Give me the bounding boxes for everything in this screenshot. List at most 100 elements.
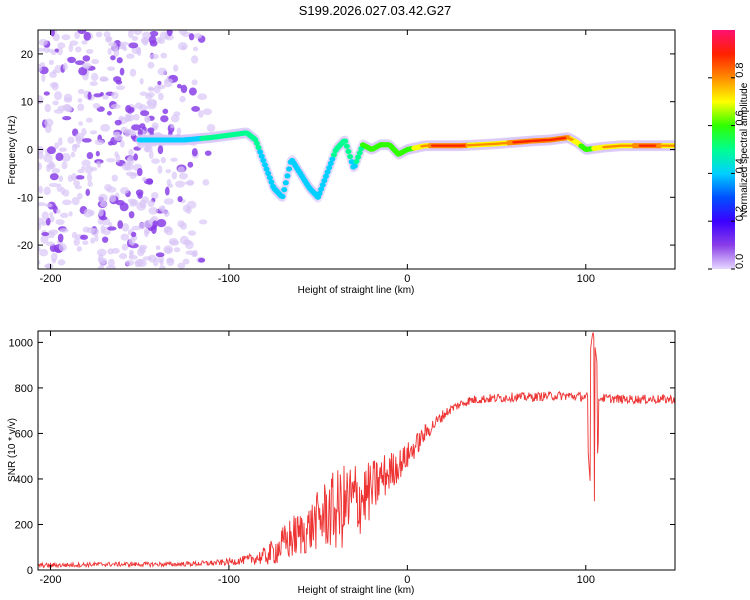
noise-speck	[133, 113, 140, 121]
noise-speck	[151, 158, 161, 164]
colorbar-tick-label: 0.4	[734, 158, 746, 173]
noise-speck	[59, 228, 69, 233]
ridge-cell	[260, 157, 267, 164]
noise-speck	[62, 116, 72, 121]
noise-speck	[115, 85, 126, 91]
ridge-cell	[253, 140, 260, 146]
noise-speck	[163, 229, 168, 234]
noise-speck	[144, 229, 149, 238]
noise-speck	[38, 162, 43, 171]
noise-speck	[51, 82, 59, 91]
chart-title: S199.2026.027.03.42.G27	[299, 3, 452, 18]
y-tick-label: 20	[21, 49, 33, 61]
noise-speck	[163, 198, 174, 205]
ridge-cell	[266, 175, 273, 181]
ridge-cell	[281, 187, 288, 193]
noise-speck	[163, 210, 170, 217]
noise-speck	[159, 265, 166, 269]
y-tick-label: 0	[27, 565, 33, 577]
noise-speck	[177, 220, 185, 228]
ridge-cell	[355, 154, 362, 160]
noise-speck	[149, 40, 158, 47]
noise-speck	[52, 100, 59, 106]
ridge-cell	[319, 182, 326, 188]
x-tick-label: 0	[404, 273, 410, 285]
noise-speck	[38, 202, 46, 207]
noise-speck	[180, 84, 188, 94]
noise-speck	[58, 137, 63, 146]
noise-speck	[119, 41, 129, 46]
noise-speck	[38, 38, 48, 46]
noise-speck	[48, 59, 55, 65]
noise-speck	[171, 171, 177, 180]
noise-speck	[77, 192, 83, 200]
noise-speck	[135, 189, 144, 197]
noise-speck	[60, 186, 65, 195]
noise-speck	[114, 151, 119, 158]
noise-speck	[191, 79, 198, 86]
noise-speck	[177, 196, 183, 203]
noise-speck	[129, 131, 137, 137]
noise-speck	[45, 217, 51, 226]
noise-speck	[96, 248, 107, 257]
noise-speck	[117, 220, 124, 229]
noise-speck	[91, 58, 100, 65]
noise-speck	[204, 150, 212, 156]
x-tick-label: -100	[218, 574, 240, 586]
noise-speck	[114, 119, 122, 126]
noise-speck	[53, 91, 63, 101]
noise-speck	[89, 130, 98, 135]
ridge-core	[574, 140, 579, 144]
ridge-cell	[347, 153, 354, 160]
noise-speck	[125, 104, 132, 113]
noise-speck	[103, 31, 111, 38]
noise-speck	[137, 258, 147, 268]
noise-speck	[148, 206, 159, 215]
noise-speck	[146, 92, 155, 98]
noise-speck	[48, 182, 59, 188]
noise-speck	[202, 108, 212, 116]
noise-speck	[39, 62, 46, 67]
noise-speck	[82, 62, 92, 69]
ridge-cell	[348, 159, 355, 165]
noise-speck	[159, 259, 164, 266]
ridge-cell	[351, 163, 358, 169]
y-tick-label: -10	[17, 192, 33, 204]
ridge-cell	[255, 144, 262, 151]
noise-speck	[83, 208, 93, 218]
noise-speck	[128, 237, 136, 246]
noise-speck	[76, 246, 83, 252]
noise-speck	[45, 263, 54, 269]
noise-speck	[95, 150, 100, 157]
ridge-cell	[324, 169, 331, 175]
noise-speck	[173, 111, 181, 117]
colorbar-label: Normalized spectral amplitude	[739, 82, 750, 217]
noise-speck	[106, 111, 112, 116]
noise-speck	[111, 174, 118, 182]
noise-speck	[41, 74, 46, 82]
ridge-cell	[329, 156, 336, 162]
noise-speck	[77, 103, 85, 112]
noise-speck	[106, 157, 116, 163]
noise-speck	[143, 146, 153, 153]
noise-speck	[160, 115, 169, 123]
noise-speck	[110, 104, 121, 110]
noise-speck	[146, 98, 157, 107]
noise-speck	[181, 31, 192, 37]
noise-speck	[128, 149, 134, 156]
noise-speck	[151, 191, 159, 200]
noise-speck	[87, 181, 93, 187]
noise-speck	[188, 33, 195, 41]
noise-speck	[116, 57, 123, 64]
noise-speck	[57, 233, 64, 243]
noise-speck	[98, 208, 104, 217]
noise-speck	[49, 215, 55, 223]
noise-speck	[55, 152, 64, 162]
spectrogram-ylabel: Frequency (Hz)	[7, 116, 18, 185]
y-tick-label: 10	[21, 97, 33, 109]
colorbar-gradient	[712, 30, 735, 269]
noise-speck	[133, 153, 138, 161]
colorbar-tick-label: 0.6	[734, 110, 746, 125]
